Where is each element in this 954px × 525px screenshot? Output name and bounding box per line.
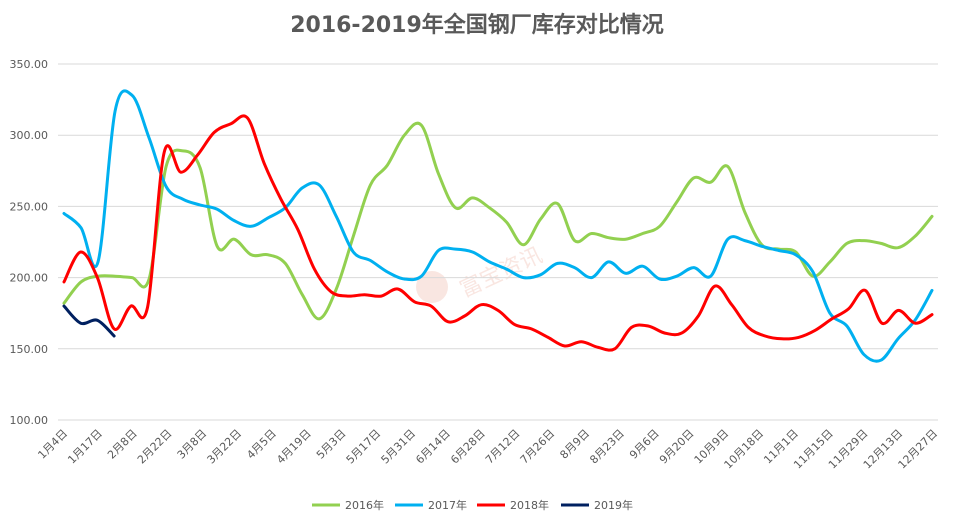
series-line-3 (62, 114, 934, 352)
y-tick-label: 250.00 (10, 200, 49, 213)
legend-label: 2018年 (510, 498, 549, 512)
y-tick-label: 100.00 (10, 414, 49, 427)
x-tick-label: 2月22日 (135, 427, 175, 467)
x-tick-label: 1月17日 (65, 427, 105, 467)
y-tick-label: 300.00 (10, 129, 49, 142)
x-tick-label: 5月17日 (344, 427, 384, 467)
x-tick-label: 3月22日 (205, 427, 245, 467)
series-line-2 (62, 89, 934, 363)
legend-label: 2019年 (594, 498, 633, 512)
chart-title: 2016-2019年全国钢厂库存对比情况 (290, 12, 664, 38)
x-tick-label: 7月12日 (483, 427, 523, 467)
x-tick-label: 5月31日 (379, 427, 419, 467)
x-tick-label: 8月23日 (587, 427, 627, 467)
x-tick-label: 6月14日 (413, 427, 453, 467)
x-tick-label: 7月26日 (518, 427, 558, 467)
x-tick-label: 6月28日 (448, 427, 488, 467)
legend-label: 2016年 (345, 498, 384, 512)
y-tick-label: 150.00 (10, 343, 49, 356)
series-line-4 (62, 304, 116, 338)
y-tick-label: 350.00 (10, 58, 49, 71)
x-tick-label: 9月20日 (657, 427, 697, 467)
y-tick-label: 200.00 (10, 272, 49, 285)
series-line-1 (62, 121, 934, 321)
watermark-logo-icon (416, 271, 448, 303)
x-tick-label: 4月19日 (274, 427, 314, 467)
legend-label: 2017年 (428, 498, 467, 512)
